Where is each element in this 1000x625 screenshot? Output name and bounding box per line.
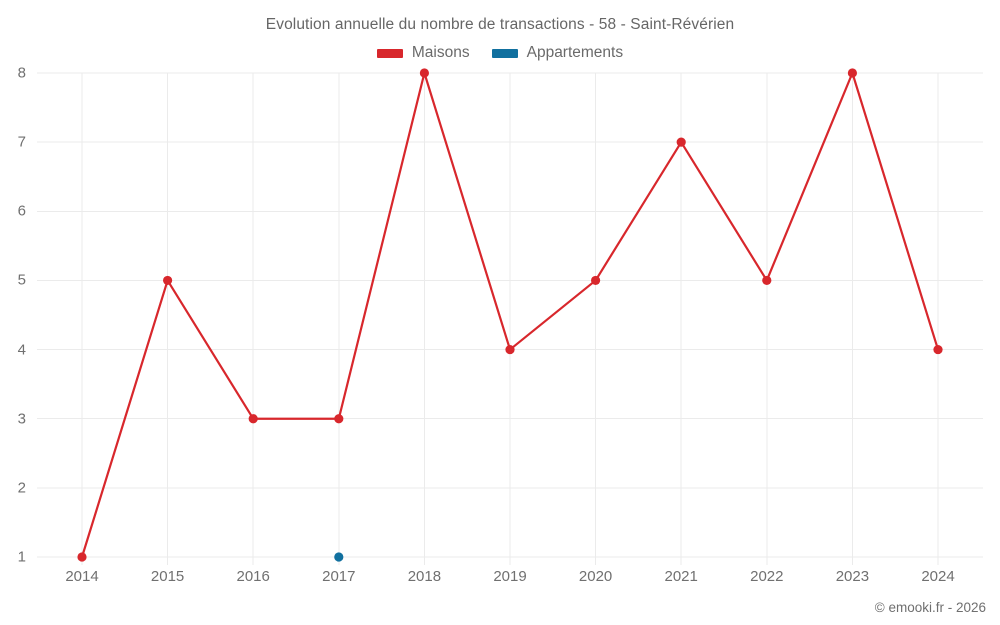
x-tick-label: 2021 [664, 568, 698, 585]
x-tick-label: 2014 [65, 568, 99, 585]
data-point-maisons[interactable] [762, 275, 772, 286]
x-tick-label: 2022 [750, 568, 784, 585]
chart-legend: Maisons Appartements [0, 44, 1000, 62]
x-tick-label: 2024 [921, 568, 955, 585]
y-tick-label: 2 [17, 479, 26, 497]
data-point-maisons[interactable] [248, 414, 258, 424]
data-point-maisons[interactable] [77, 552, 87, 562]
x-tick-label: 2023 [835, 568, 870, 585]
y-tick-label: 5 [17, 271, 26, 289]
legend-swatch-appartements [491, 48, 518, 58]
x-tick-label: 2017 [322, 568, 356, 585]
data-point-maisons[interactable] [419, 68, 429, 78]
legend-label-appartements: Appartements [526, 44, 624, 61]
x-tick-label: 2020 [578, 568, 613, 585]
data-point-appartements[interactable] [334, 552, 344, 562]
y-tick-label: 8 [17, 64, 26, 82]
data-point-maisons[interactable] [505, 344, 515, 355]
y-tick-label: 3 [17, 410, 26, 428]
data-point-maisons[interactable] [847, 68, 858, 78]
y-tick-label: 6 [17, 202, 26, 220]
data-point-maisons[interactable] [933, 344, 943, 355]
copyright-note: © emooki.fr - 2026 [874, 600, 986, 615]
legend-item-appartements[interactable]: Appartements [491, 44, 624, 62]
x-tick-label: 2018 [407, 568, 442, 585]
x-tick-label: 2015 [150, 568, 185, 585]
data-point-maisons[interactable] [334, 414, 344, 424]
legend-label-maisons: Maisons [411, 44, 470, 61]
y-tick-label: 7 [17, 133, 26, 151]
x-tick-label: 2016 [236, 568, 270, 585]
y-tick-label: 1 [17, 548, 26, 566]
data-point-maisons[interactable] [676, 137, 686, 147]
x-tick-label: 2019 [493, 568, 527, 585]
data-point-maisons[interactable] [163, 275, 173, 286]
legend-swatch-maisons [376, 48, 403, 58]
chart-title: Evolution annuelle du nombre de transact… [265, 16, 735, 33]
y-tick-label: 4 [17, 341, 26, 359]
data-series [77, 68, 943, 562]
legend-item-maisons[interactable]: Maisons [376, 44, 470, 62]
data-point-maisons[interactable] [591, 275, 601, 286]
grid-lines [37, 72, 983, 565]
